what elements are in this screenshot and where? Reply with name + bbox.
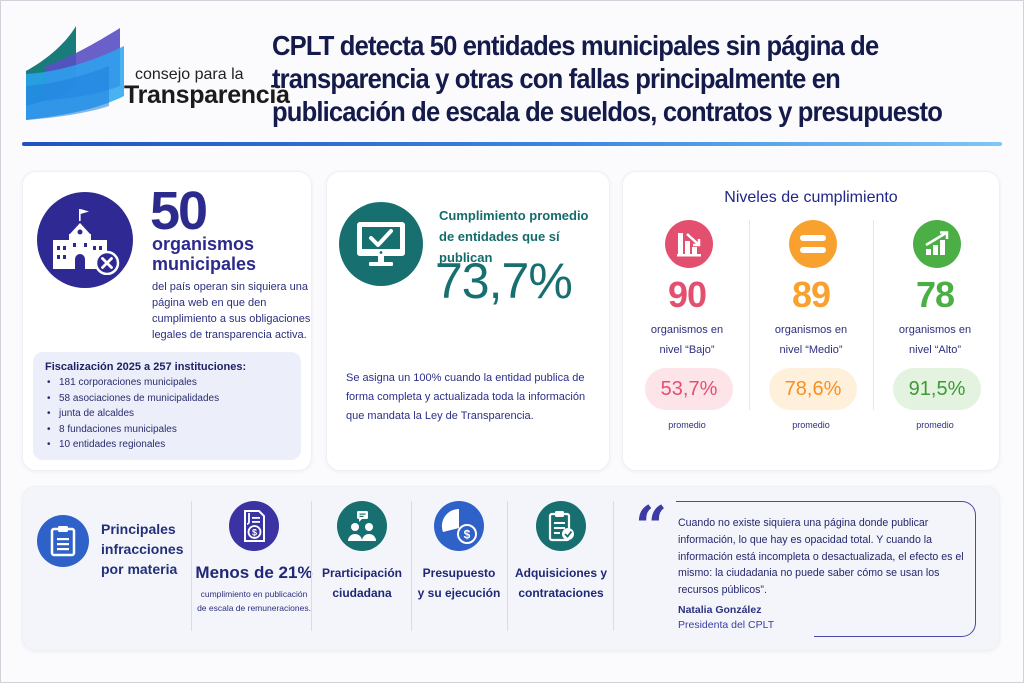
svg-text:$: $ [252, 528, 257, 538]
cumplimiento-note: Se asigna un 100% cuando la entidad publ… [346, 372, 586, 422]
niveles-title: Niveles de cumplimiento [724, 189, 898, 206]
chart-down-icon [665, 220, 713, 268]
school-building-x-icon [37, 192, 133, 288]
level-average-label: promedio [668, 420, 706, 430]
budget-pie-icon: $ [434, 501, 484, 551]
infraccion-divider [311, 501, 312, 631]
cumplimiento-value: 73,7% [435, 253, 573, 309]
presupuesto-label: Presupuesto y su ejecución [413, 563, 505, 603]
list-item: 181 corporaciones municipales [45, 375, 289, 391]
list-item: 10 entidades regionales [45, 437, 289, 453]
card-niveles: Niveles de cumplimiento 90 organismos en… [622, 171, 1000, 471]
infracciones-title-line3: por materia [101, 561, 178, 577]
chart-up-icon [913, 220, 961, 268]
card-sin-pagina: 50 organismos municipales del país opera… [22, 171, 312, 471]
level-label-line2: nivel “Medio” [779, 344, 843, 356]
page-headline: CPLT detecta 50 entidades municipales si… [272, 30, 943, 127]
level-bajo: 90 organismos en nivel “Bajo” 53,7% prom… [627, 220, 747, 440]
card-infracciones: Principales infracciones por materia $ M… [22, 486, 1000, 651]
remuneraciones-subtext-line2: de escala de remuneraciones. [197, 603, 311, 613]
level-average-pill: 91,5% [893, 368, 981, 410]
participacion-label-line1: Prarticipación [321, 566, 403, 580]
level-average-label: promedio [916, 420, 954, 430]
level-divider [873, 220, 874, 410]
monitor-check-icon [339, 202, 423, 286]
cplt-logo: consejo para la Transparencia [24, 26, 290, 121]
logo-wave-icon [26, 26, 124, 120]
cumplimiento-label-line1: Cumplimiento promedio [439, 208, 589, 223]
level-label: organismos en nivel “Alto” [875, 320, 995, 360]
quote-role: Presidenta del CPLT [678, 619, 775, 631]
clipboard-icon [37, 515, 89, 567]
infraccion-divider [613, 501, 614, 631]
svg-text:$: $ [464, 528, 471, 542]
level-average-pill: 53,7% [645, 368, 733, 410]
level-count: 78 [915, 274, 955, 315]
header-divider [22, 142, 1002, 146]
infraccion-adquisiciones: Adquisiciones y contrataciones [509, 501, 613, 603]
quote-frame [674, 501, 976, 638]
level-label: organismos en nivel “Medio” [751, 320, 871, 360]
infracciones-title-line1: Principales [101, 521, 176, 537]
quote-author: Natalia González [678, 604, 762, 616]
fiscalizacion-title: Fiscalización 2025 a 257 instituciones: [45, 361, 247, 373]
participacion-label: Prarticipación ciudadana [313, 563, 411, 603]
level-alto: 78 organismos en nivel “Alto” 91,5% prom… [875, 220, 995, 440]
clipboard-check-icon [536, 501, 586, 551]
infraccion-divider [507, 501, 508, 631]
remuneraciones-headline: Menos de 21% [195, 563, 313, 582]
cumplimiento-label: Cumplimiento promedio de entidades que s… [439, 205, 609, 268]
level-average-label: promedio [792, 420, 830, 430]
equals-icon [789, 220, 837, 268]
presupuesto-label-line1: Presupuesto [422, 566, 496, 580]
level-count: 90 [667, 274, 707, 315]
participacion-label-line2: ciudadana [332, 586, 392, 600]
card-cumplimiento: Cumplimiento promedio de entidades que s… [326, 171, 610, 471]
quote-mark-icon: “ [635, 494, 668, 560]
adquisiciones-label-line1: Adquisiciones y [514, 566, 608, 580]
sin-pagina-title: organismos municipales [152, 234, 256, 274]
remuneraciones-subtext-line1: cumplimiento en publicación [200, 589, 308, 599]
logo-text-big: Transparencia [124, 81, 290, 109]
remuneraciones-subtext: cumplimiento en publicación de escala de… [195, 587, 313, 615]
level-label-line2: nivel “Alto” [909, 344, 961, 356]
presupuesto-label-line2: y su ejecución [417, 586, 501, 600]
infraccion-presupuesto: $ Presupuesto y su ejecución [413, 501, 505, 603]
logo-text-small: consejo para la [135, 66, 244, 83]
sin-pagina-count: 50 [150, 181, 208, 241]
quote-text: Cuando no existe siquiera una página don… [678, 517, 964, 597]
level-label-line1: organismos en [898, 324, 972, 336]
infraccion-participacion: Prarticipación ciudadana [313, 501, 411, 603]
level-divider [749, 220, 750, 410]
level-medio: 89 organismos en nivel “Medio” 78,6% pro… [751, 220, 871, 440]
fiscalizacion-box: Fiscalización 2025 a 257 instituciones: … [33, 352, 301, 460]
level-label: organismos en nivel “Bajo” [627, 320, 747, 360]
infracciones-title: Principales infracciones por materia [101, 519, 183, 579]
payroll-document-icon: $ [229, 501, 279, 551]
sin-pagina-title-line2: municipales [152, 254, 257, 274]
adquisiciones-label: Adquisiciones y contrataciones [509, 563, 613, 603]
level-label-line2: nivel “Bajo” [659, 344, 715, 356]
list-item: 8 fundaciones municipales [45, 422, 289, 438]
cumplimiento-label-line2: de entidades que sí publican [439, 229, 560, 265]
level-average-pill: 78,6% [769, 368, 857, 410]
level-label-line1: organismos en [650, 324, 724, 336]
adquisiciones-label-line2: contrataciones [518, 586, 604, 600]
infraccion-remuneraciones: $ Menos de 21% cumplimiento en publicaci… [195, 501, 313, 615]
level-count: 89 [791, 274, 831, 315]
sin-pagina-description: del país operan sin siquiera una página … [152, 281, 311, 341]
infraccion-divider [191, 501, 192, 631]
list-item: junta de alcaldes [45, 406, 289, 422]
infraccion-divider [411, 501, 412, 631]
sin-pagina-title-line1: organismos [152, 234, 255, 254]
participation-people-icon [337, 501, 387, 551]
level-label-line1: organismos en [774, 324, 848, 336]
infracciones-title-line2: infracciones [101, 541, 184, 557]
fiscalizacion-list: 181 corporaciones municipales 58 asociac… [45, 375, 289, 453]
list-item: 58 asociaciones de municipalidades [45, 391, 289, 407]
